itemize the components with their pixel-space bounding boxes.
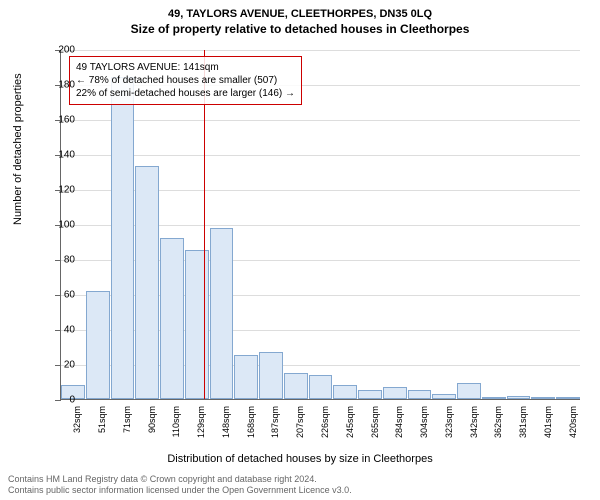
histogram-bar <box>333 385 357 399</box>
y-tick-label: 80 <box>64 255 75 266</box>
annotation-box: 49 TAYLORS AVENUE: 141sqm← 78% of detach… <box>69 56 302 105</box>
y-tick-label: 100 <box>58 220 75 231</box>
histogram-bar <box>507 396 531 400</box>
grid-line <box>61 155 580 156</box>
annotation-line: 49 TAYLORS AVENUE: 141sqm <box>76 61 295 74</box>
histogram-bar <box>531 397 555 399</box>
x-tick-label: 32sqm <box>72 406 82 440</box>
y-tick <box>55 400 61 401</box>
y-tick-label: 60 <box>64 290 75 301</box>
y-tick-label: 200 <box>58 45 75 56</box>
y-tick <box>55 260 61 261</box>
x-tick-label: 362sqm <box>493 406 503 440</box>
x-tick-label: 284sqm <box>394 406 404 440</box>
x-tick-label: 168sqm <box>246 406 256 440</box>
x-axis-title: Distribution of detached houses by size … <box>0 453 600 465</box>
histogram-chart: 49 TAYLORS AVENUE: 141sqm← 78% of detach… <box>60 50 580 400</box>
histogram-bar <box>284 373 308 399</box>
x-tick-label: 304sqm <box>419 406 429 440</box>
histogram-bar <box>432 394 456 399</box>
x-tick-label: 148sqm <box>221 406 231 440</box>
x-tick-label: 420sqm <box>568 406 578 440</box>
x-tick-label: 323sqm <box>444 406 454 440</box>
x-tick-label: 265sqm <box>370 406 380 440</box>
histogram-bar <box>210 228 234 400</box>
x-tick-label: 71sqm <box>122 406 132 440</box>
histogram-bar <box>234 355 258 399</box>
footer-line: Contains HM Land Registry data © Crown c… <box>8 474 352 485</box>
annotation-line: ← 78% of detached houses are smaller (50… <box>76 74 295 87</box>
histogram-bar <box>358 390 382 399</box>
histogram-bar <box>111 77 135 399</box>
x-tick-label: 51sqm <box>97 406 107 440</box>
footer-attribution: Contains HM Land Registry data © Crown c… <box>8 474 352 496</box>
y-tick-label: 140 <box>58 150 75 161</box>
page-title: 49, TAYLORS AVENUE, CLEETHORPES, DN35 0L… <box>0 0 600 20</box>
y-tick <box>55 330 61 331</box>
y-tick <box>55 365 61 366</box>
y-tick-label: 40 <box>64 325 75 336</box>
x-tick-label: 207sqm <box>295 406 305 440</box>
grid-line <box>61 50 580 51</box>
y-tick <box>55 295 61 296</box>
x-tick-label: 90sqm <box>147 406 157 440</box>
y-tick-label: 180 <box>58 80 75 91</box>
histogram-bar <box>135 166 159 399</box>
page-subtitle: Size of property relative to detached ho… <box>0 20 600 40</box>
footer-line: Contains public sector information licen… <box>8 485 352 496</box>
histogram-bar <box>86 291 110 400</box>
y-axis-title: Number of detached properties <box>12 73 24 225</box>
y-tick-label: 120 <box>58 185 75 196</box>
x-tick-label: 187sqm <box>270 406 280 440</box>
histogram-bar <box>457 383 481 399</box>
histogram-bar <box>482 397 506 399</box>
grid-line <box>61 120 580 121</box>
x-tick-label: 110sqm <box>171 406 181 440</box>
x-tick-label: 245sqm <box>345 406 355 440</box>
histogram-bar <box>408 390 432 399</box>
x-tick-label: 401sqm <box>543 406 553 440</box>
histogram-bar <box>160 238 184 399</box>
histogram-bar <box>556 397 580 399</box>
annotation-line: 22% of semi-detached houses are larger (… <box>76 87 295 100</box>
histogram-bar <box>383 387 407 399</box>
x-tick-label: 129sqm <box>196 406 206 440</box>
y-tick-label: 0 <box>69 395 75 406</box>
y-tick-label: 20 <box>64 360 75 371</box>
x-tick-label: 342sqm <box>469 406 479 440</box>
histogram-bar <box>259 352 283 399</box>
y-tick-label: 160 <box>58 115 75 126</box>
x-tick-label: 381sqm <box>518 406 528 440</box>
x-tick-label: 226sqm <box>320 406 330 440</box>
histogram-bar <box>309 375 333 400</box>
